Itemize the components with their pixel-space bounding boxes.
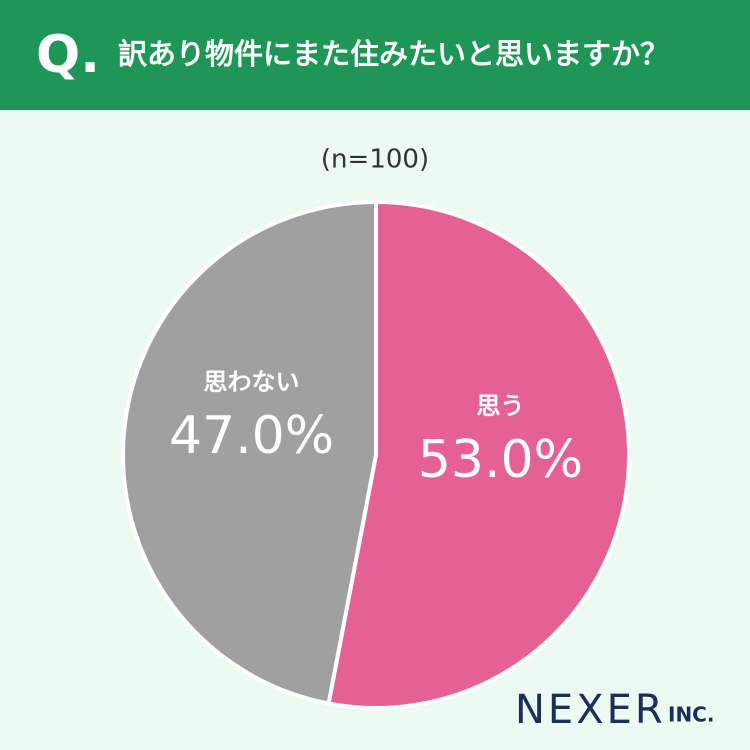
header <box>0 0 750 110</box>
brand-suffix: INC. <box>668 703 714 727</box>
slice-label: 思わない <box>204 368 300 396</box>
pie <box>121 200 631 710</box>
question-mark: Q. <box>36 25 100 85</box>
chart-title: 訳あり物件にまた住みたいと思いますか？ <box>118 37 669 71</box>
value-label: 47.0% <box>169 406 334 466</box>
labels: 思う 53.0% 思わない 47.0% <box>169 368 583 490</box>
pie-slice <box>121 200 378 706</box>
chart-subtitle: (n=100) <box>321 145 429 175</box>
value-label: 53.0% <box>418 430 583 490</box>
brand: NEXER <box>515 687 666 733</box>
slice-label: 思う <box>476 392 524 420</box>
pie-slice <box>326 200 631 710</box>
